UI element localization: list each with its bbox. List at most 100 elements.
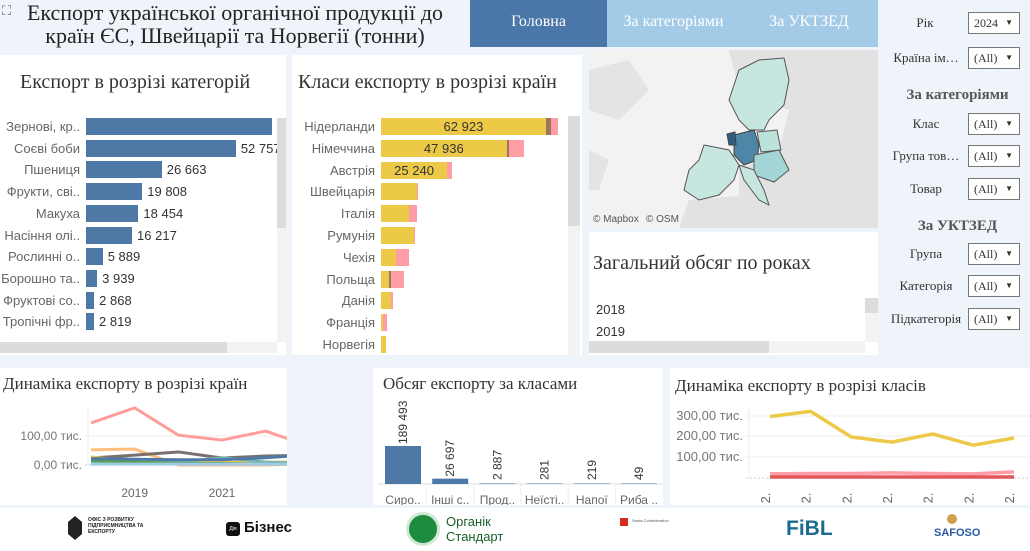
italy — [738, 164, 770, 206]
x-tick-label: 2. — [1002, 493, 1017, 504]
country-bar-segment[interactable] — [381, 161, 448, 179]
panel-title: Експорт в розрізі категорій — [20, 71, 251, 93]
country-bar-segment[interactable] — [388, 270, 391, 288]
horizontal-scrollbar[interactable] — [589, 341, 769, 353]
country-select[interactable]: (All) ▼ — [968, 47, 1020, 69]
country-bar-segment[interactable] — [390, 292, 393, 310]
fullscreen-icon[interactable]: ⛶ — [2, 3, 12, 18]
country-bar-segment[interactable] — [381, 205, 410, 223]
ukt-group-select[interactable]: (All) ▼ — [968, 243, 1020, 265]
country-bar-segment[interactable] — [382, 314, 387, 332]
ukt-subcategory-select[interactable]: (All) ▼ — [968, 308, 1020, 330]
filter-label: Товар — [910, 181, 942, 196]
class-bar[interactable] — [526, 483, 563, 485]
category-label: Риба .. — [620, 493, 658, 505]
vertical-scrollbar[interactable] — [277, 118, 286, 228]
year-select[interactable]: 2024 ▼ — [968, 12, 1020, 34]
vertical-scrollbar[interactable] — [865, 298, 878, 313]
category-value: 5 889 — [107, 249, 141, 265]
dropdown-arrow-icon: ▼ — [1005, 151, 1013, 160]
country-bar-segment[interactable] — [390, 270, 405, 288]
section-heading: За категоріями — [906, 87, 1009, 103]
country-bar-segment[interactable] — [509, 139, 525, 157]
category-bar[interactable] — [86, 313, 94, 331]
country-bar-segment[interactable] — [381, 336, 386, 353]
country-bar-segment[interactable] — [545, 118, 551, 135]
class-bar[interactable] — [573, 483, 610, 485]
tab-ukt[interactable]: За УКТЗЕД — [740, 0, 878, 47]
vertical-scrollbar[interactable] — [568, 116, 580, 226]
country-bar-segment[interactable] — [381, 270, 389, 288]
class-bar[interactable] — [385, 446, 421, 484]
category-label: Зернові, кр.. — [6, 119, 80, 134]
category-bar[interactable] — [86, 139, 236, 157]
category-bar[interactable] — [86, 183, 143, 201]
select-value: (All) — [974, 312, 998, 326]
category-label: Напої — [576, 493, 609, 505]
dropdown-arrow-icon: ▼ — [1005, 314, 1013, 323]
map-attribution[interactable]: © Mapbox — [593, 214, 639, 225]
product-group-select[interactable]: (All) ▼ — [968, 145, 1020, 167]
country-bar-segment[interactable] — [381, 227, 414, 244]
category-bar[interactable] — [86, 226, 133, 244]
netherlands — [726, 131, 737, 146]
category-label: Прод.. — [480, 493, 515, 505]
horizontal-scrollbar[interactable] — [0, 342, 227, 353]
category-bar[interactable] — [86, 161, 162, 179]
country-bar-segment[interactable] — [416, 183, 418, 201]
category-label: Насіння олі.. — [4, 227, 80, 243]
series-line-0[interactable] — [90, 406, 287, 446]
x-tick-label: 2. — [839, 493, 854, 504]
ukt-category-select[interactable]: (All) ▼ — [968, 275, 1020, 297]
class-bar[interactable] — [621, 483, 657, 485]
y-tick-label: 0,00 тис. — [34, 458, 82, 472]
country-bar-segment[interactable] — [381, 183, 417, 201]
product-select[interactable]: (All) ▼ — [968, 178, 1020, 200]
country-label: Польща — [326, 271, 375, 287]
country-bar-segment[interactable] — [506, 139, 510, 157]
category-bar[interactable] — [86, 291, 95, 309]
category-bar[interactable] — [86, 269, 98, 287]
country-label: Румунія — [327, 228, 375, 243]
country-bar-segment[interactable] — [381, 139, 507, 157]
map-attribution[interactable]: © OSM — [646, 214, 679, 225]
country-bar-segment[interactable] — [447, 161, 453, 179]
category-value: 2 868 — [99, 292, 132, 308]
year-row[interactable]: 2019 — [596, 324, 625, 339]
class-select[interactable]: (All) ▼ — [968, 113, 1020, 135]
country-bar-segment[interactable] — [409, 205, 417, 223]
series-line-7[interactable] — [90, 454, 287, 462]
class-bar[interactable] — [479, 483, 516, 484]
fibl-logo-text: FiBL — [786, 517, 833, 540]
category-bar[interactable] — [86, 248, 103, 266]
country-label: Німеччина — [311, 140, 375, 156]
country-bar-segment[interactable] — [381, 292, 391, 310]
year-row[interactable]: 2018 — [596, 302, 625, 317]
category-bar[interactable] — [86, 118, 272, 135]
country-bar-segment[interactable] — [381, 118, 546, 135]
country-bar-segment[interactable] — [550, 118, 558, 135]
country-bar-segment[interactable] — [395, 248, 410, 266]
tab-home[interactable]: Головна — [470, 0, 607, 47]
office-logo-text: ОФІС З РОЗВИТКУ ПІДПРИЄМНИЦТВА ТА ЕКСПОР… — [88, 517, 144, 535]
bar-value-label: 2 887 — [490, 450, 504, 480]
category-bar[interactable] — [86, 204, 139, 222]
country-bar-segment[interactable] — [381, 314, 383, 332]
y-tick-label: 300,00 тис. — [676, 408, 743, 423]
select-value: (All) — [974, 182, 998, 196]
series-line-1[interactable] — [769, 470, 1015, 476]
map-panel[interactable]: © Mapbox © OSM — [589, 50, 878, 228]
tab-categories[interactable]: За категоріями — [607, 0, 740, 47]
swiss-flag-icon — [620, 518, 628, 526]
country-bar-segment[interactable] — [381, 248, 396, 266]
europe-map[interactable]: © Mapbox © OSM — [589, 50, 878, 228]
diia-logo-icon: Дія — [226, 522, 240, 536]
class-bar-chart[interactable]: 189 493 Сиро.. 26 697 Інші с.. 2 887 Прод.. 28… — [373, 368, 663, 505]
bar-value-label: 219 — [585, 460, 599, 480]
section-heading: За УКТЗЕД — [917, 218, 998, 234]
country-bar-segment[interactable] — [414, 227, 416, 244]
class-bar[interactable] — [432, 478, 469, 484]
series-line-0[interactable] — [769, 409, 1015, 447]
class-line-chart[interactable]: 300,00 тис. 200,00 тис. 100,00 тис. 2. 2. 2. 2… — [670, 368, 1030, 505]
country-line-chart[interactable]: 100,00 тис.0,00 тис.201920212023 — [0, 368, 287, 505]
